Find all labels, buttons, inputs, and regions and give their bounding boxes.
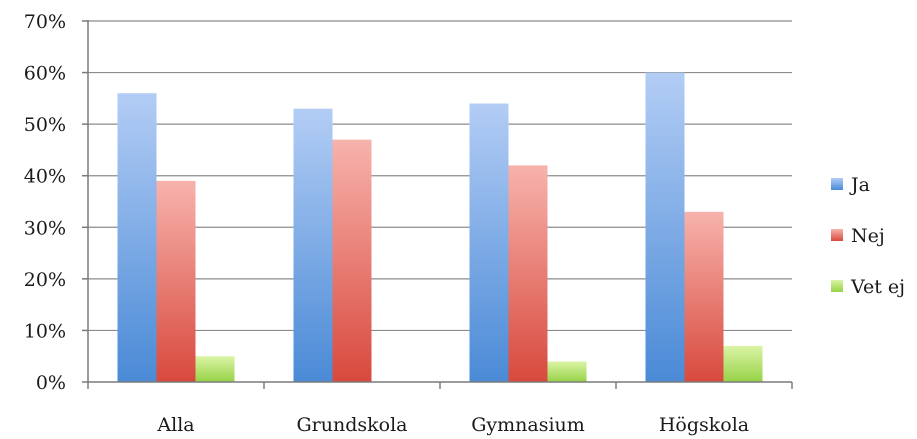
y-tick-label: 50% — [24, 114, 66, 136]
bars — [117, 72, 763, 383]
legend-label: Ja — [849, 174, 870, 196]
bar-nej-alla — [156, 180, 196, 382]
legend-swatch-vet-ej — [831, 280, 843, 292]
bar-vet-ej-högskola — [723, 345, 763, 382]
bar-ja-högskola — [645, 72, 685, 383]
bar-nej-högskola — [684, 211, 724, 382]
x-category-label: Alla — [156, 414, 194, 436]
y-axis-tick-labels: 0% 10% 20% 30% 40% 50% 60% 70% — [24, 11, 66, 394]
legend-label: Nej — [851, 225, 885, 247]
x-axis-category-labels: Alla Grundskola Gymnasium Högskola — [156, 414, 749, 436]
axes — [82, 20, 793, 389]
y-tick-label: 0% — [36, 372, 66, 394]
bar-nej-gymnasium — [508, 165, 548, 382]
x-category-label: Högskola — [659, 414, 749, 436]
y-tick-label: 40% — [24, 166, 66, 188]
bar-ja-grundskola — [293, 108, 333, 383]
legend: Ja Nej Vet ej — [831, 174, 905, 298]
bar-vet-ej-alla — [195, 356, 235, 382]
legend-swatch-ja — [831, 178, 843, 190]
bar-ja-gymnasium — [469, 103, 509, 382]
legend-label: Vet ej — [850, 276, 905, 298]
legend-swatch-nej — [831, 229, 843, 241]
bar-nej-grundskola — [332, 139, 372, 382]
y-tick-label: 30% — [24, 217, 66, 239]
bar-vet-ej-gymnasium — [547, 361, 587, 382]
y-tick-label: 60% — [24, 63, 66, 85]
x-category-label: Gymnasium — [471, 414, 585, 436]
x-category-label: Grundskola — [296, 414, 407, 436]
bar-ja-alla — [117, 93, 157, 382]
y-tick-label: 20% — [24, 269, 66, 291]
y-tick-label: 70% — [24, 11, 66, 33]
y-tick-label: 10% — [24, 320, 66, 342]
gridlines — [88, 20, 792, 332]
